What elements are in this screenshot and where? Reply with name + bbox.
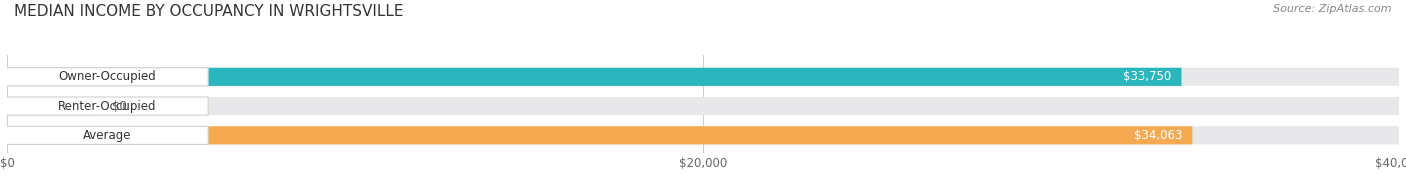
Text: Renter-Occupied: Renter-Occupied <box>58 100 156 113</box>
FancyBboxPatch shape <box>7 68 208 86</box>
FancyBboxPatch shape <box>7 68 1181 86</box>
Text: Owner-Occupied: Owner-Occupied <box>59 70 156 83</box>
Text: MEDIAN INCOME BY OCCUPANCY IN WRIGHTSVILLE: MEDIAN INCOME BY OCCUPANCY IN WRIGHTSVIL… <box>14 4 404 19</box>
FancyBboxPatch shape <box>7 68 1399 86</box>
Text: $34,063: $34,063 <box>1133 129 1182 142</box>
FancyBboxPatch shape <box>7 97 98 115</box>
FancyBboxPatch shape <box>7 126 208 144</box>
Text: $33,750: $33,750 <box>1123 70 1171 83</box>
Text: Average: Average <box>83 129 132 142</box>
Text: $0: $0 <box>111 100 127 113</box>
FancyBboxPatch shape <box>7 126 1192 144</box>
FancyBboxPatch shape <box>7 126 1399 144</box>
FancyBboxPatch shape <box>7 97 1399 115</box>
Text: Source: ZipAtlas.com: Source: ZipAtlas.com <box>1274 4 1392 14</box>
FancyBboxPatch shape <box>7 97 208 115</box>
